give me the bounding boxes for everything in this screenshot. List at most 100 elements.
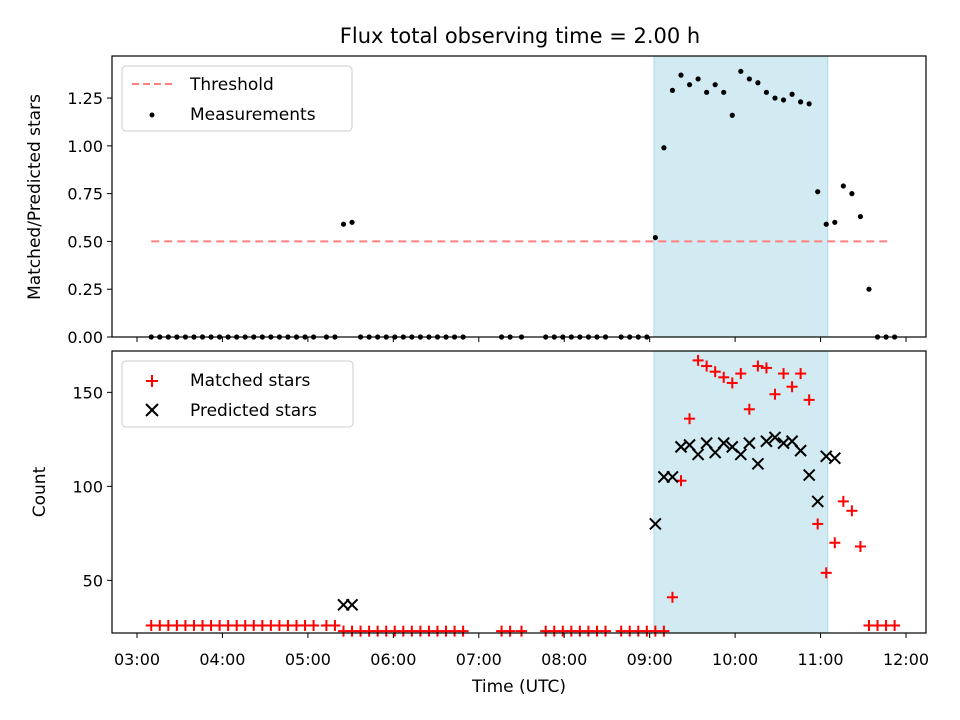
- measurement-point: [815, 189, 821, 195]
- bottom-axes-frame: [111, 350, 927, 634]
- matched-star-point: [718, 371, 730, 383]
- top-band: [653, 55, 829, 338]
- bottom-x-tick-label: 10:00: [712, 650, 758, 669]
- matched-star-point: [752, 360, 764, 372]
- matched-star-point: [726, 377, 738, 389]
- predicted-star-point: [751, 457, 765, 471]
- legend-measurement-dot-icon: [149, 112, 155, 118]
- bottom-x-tick-label: 09:00: [627, 650, 673, 669]
- bottom-marks: [145, 354, 901, 637]
- legend-matched-plus-icon: [146, 375, 158, 387]
- matched-star-point: [778, 368, 790, 380]
- measurement-point: [652, 234, 658, 241]
- measurement-point: [763, 89, 770, 95]
- bottom-y-tick-label: 150: [72, 383, 103, 402]
- bottom-x-tick-label: 08:00: [541, 650, 587, 669]
- top-y-ticks: 0.00 0.25 0.50 0.75 1.00 1.25: [67, 89, 112, 347]
- measurement-point: [340, 221, 347, 227]
- matched-star-point: [812, 518, 824, 530]
- top-y-tick-label: 0.50: [67, 232, 103, 251]
- bottom-x-tick-label: 05:00: [285, 650, 331, 669]
- matched-star-point: [504, 625, 516, 637]
- measurement-point: [840, 183, 846, 189]
- x-axis-label: Time (UTC): [471, 677, 566, 697]
- predicted-star-point: [828, 451, 842, 465]
- legend-threshold-label: Threshold: [189, 75, 274, 95]
- matched-star-point: [308, 619, 320, 631]
- matched-star-point: [600, 625, 612, 637]
- matched-star-point: [846, 505, 858, 517]
- measurement-point: [866, 286, 872, 292]
- matched-star-point: [457, 625, 469, 637]
- matched-star-point: [735, 368, 747, 380]
- bottom-y-ticks: 50 100 150: [72, 383, 112, 590]
- matched-star-point: [786, 381, 798, 393]
- bottom-x-tick-label: 04:00: [199, 650, 245, 669]
- matched-star-point: [684, 413, 696, 425]
- bottom-y-tick-label: 100: [72, 477, 103, 496]
- bottom-legend-box: [121, 360, 354, 428]
- bottom-x-tick-label: 03:00: [114, 650, 160, 669]
- matched-star-point: [760, 362, 772, 374]
- measurement-point: [349, 219, 355, 225]
- top-axes-frame: [111, 55, 927, 338]
- measurement-point: [772, 95, 778, 101]
- predicted-star-point: [717, 436, 730, 450]
- bottom-y-axis-label: Count: [30, 466, 50, 517]
- measurement-point: [849, 191, 855, 197]
- bottom-x-tick-label: 06:00: [370, 650, 416, 669]
- measurement-point: [746, 76, 752, 82]
- legend-predicted-label: Predicted stars: [190, 401, 317, 421]
- matched-star-point: [692, 354, 704, 366]
- legend-predicted-cross-icon: [145, 403, 159, 417]
- predicted-star-point: [345, 598, 359, 612]
- bottom-band: [653, 350, 829, 634]
- legend-measurements-label: Measurements: [190, 105, 316, 125]
- predicted-star-point: [743, 436, 756, 450]
- measurement-point: [823, 221, 829, 227]
- measurement-point: [712, 82, 718, 88]
- top-legend-box: [121, 65, 353, 132]
- measurement-point: [695, 76, 701, 82]
- top-y-tick-label: 0.75: [67, 185, 103, 204]
- measurement-point: [661, 145, 667, 151]
- predicted-star-point: [768, 431, 782, 444]
- predicted-star-point: [811, 495, 824, 508]
- top-x-ticks: [136, 337, 907, 342]
- matched-star-point: [709, 366, 721, 378]
- chart-title: Flux total observing time = 2.00 h: [340, 24, 700, 48]
- matched-star-point: [743, 403, 755, 415]
- measurement-point: [704, 89, 710, 95]
- matched-star-point: [666, 591, 678, 603]
- matched-star-point: [329, 619, 341, 631]
- predicted-star-point: [666, 470, 679, 484]
- legend-matched-label: Matched stars: [190, 371, 310, 391]
- top-y-tick-label: 0.00: [67, 328, 103, 347]
- top-y-tick-label: 0.25: [67, 280, 103, 299]
- top-y-tick-label: 1.25: [67, 89, 103, 108]
- predicted-star-point: [734, 448, 748, 461]
- measurement-point: [832, 219, 838, 225]
- matched-star-point: [837, 495, 849, 507]
- top-panel: 0.00 0.25 0.50 0.75 1.00 1.25 Matched/Predict…: [25, 55, 927, 347]
- predicted-star-point: [649, 517, 662, 531]
- top-y-axis-label: Matched/Predicted stars: [25, 94, 45, 300]
- top-y-tick-label: 1.00: [67, 137, 103, 156]
- matched-star-point: [701, 360, 713, 372]
- measurement-point: [669, 87, 676, 94]
- bottom-x-tick-label: 11:00: [798, 650, 844, 669]
- matched-star-point: [854, 541, 866, 553]
- matched-star-point: [769, 388, 781, 400]
- measurement-point: [798, 99, 804, 105]
- measurement-point: [789, 91, 795, 97]
- bottom-x-tick-label: 12:00: [883, 650, 929, 669]
- predicted-star-point: [794, 444, 807, 457]
- matched-star-point: [658, 625, 670, 637]
- bottom-x-tick-label: 07:00: [456, 650, 502, 669]
- measurement-point: [686, 82, 693, 88]
- measurement-point: [738, 68, 744, 74]
- matched-star-point: [795, 368, 807, 380]
- matched-star-point: [829, 537, 841, 549]
- top-legend: Threshold Measurements: [121, 65, 353, 132]
- predicted-star-point: [802, 468, 816, 482]
